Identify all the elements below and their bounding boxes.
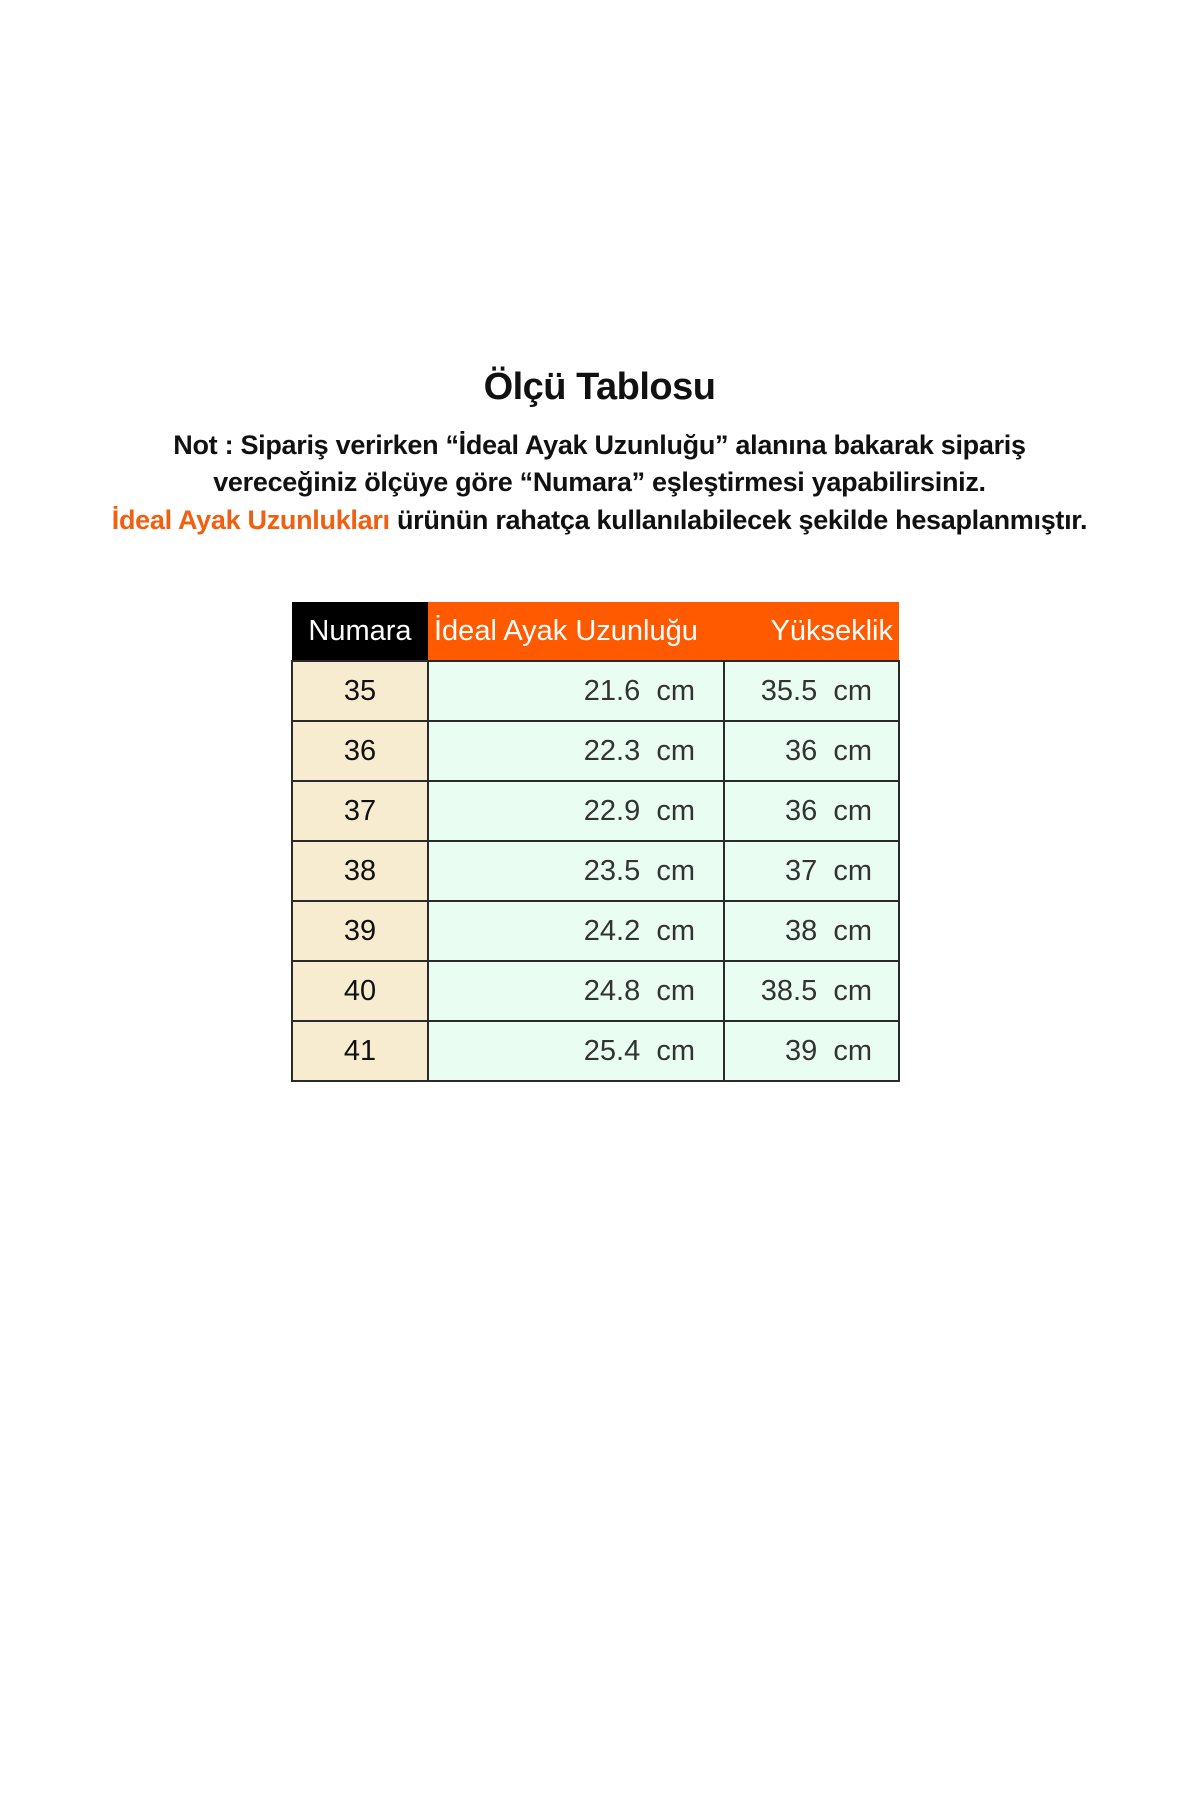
table-row: 40 24.8 cm 38.5 cm [291, 960, 900, 1022]
size-cell: 40 [291, 960, 429, 1022]
height-cell: 36 cm [723, 780, 900, 842]
table-header-row: Numara İdeal Ayak Uzunluğu Yükseklik [292, 602, 899, 661]
note-rest: ürünün rahatça kullanılabilecek şekilde … [389, 505, 1088, 535]
header-numara: Numara [292, 602, 428, 661]
ideal-length-cell: 24.2 cm [427, 900, 725, 962]
note-line-2: vereceğiniz ölçüye göre “Numara” eşleşti… [213, 467, 986, 497]
size-cell: 38 [291, 840, 429, 902]
header-ideal-length: İdeal Ayak Uzunluğu [428, 602, 724, 661]
size-cell: 35 [291, 660, 429, 722]
size-table: Numara İdeal Ayak Uzunluğu Yükseklik 35 2… [291, 602, 900, 1082]
ideal-length-cell: 22.3 cm [427, 720, 725, 782]
height-cell: 37 cm [723, 840, 900, 902]
note-highlight: İdeal Ayak Uzunlukları [111, 505, 390, 535]
header-height: Yükseklik [724, 602, 899, 661]
table-row: 35 21.6 cm 35.5 cm [291, 660, 900, 722]
table-row: 39 24.2 cm 38 cm [291, 900, 900, 962]
ideal-length-cell: 25.4 cm [427, 1020, 725, 1082]
height-cell: 36 cm [723, 720, 900, 782]
table-row: 36 22.3 cm 36 cm [291, 720, 900, 782]
height-cell: 35.5 cm [723, 660, 900, 722]
size-cell: 36 [291, 720, 429, 782]
ideal-length-cell: 23.5 cm [427, 840, 725, 902]
size-cell: 39 [291, 900, 429, 962]
height-cell: 39 cm [723, 1020, 900, 1082]
note-line-1: Not : Sipariş verirken “İdeal Ayak Uzunl… [173, 430, 1026, 460]
page-title: Ölçü Tablosu [483, 366, 716, 408]
note-line-3: İdeal Ayak Uzunlukları ürünün rahatça ku… [0, 505, 1199, 536]
ideal-length-cell: 22.9 cm [427, 780, 725, 842]
table-row: 38 23.5 cm 37 cm [291, 840, 900, 902]
table-row: 37 22.9 cm 36 cm [291, 780, 900, 842]
ideal-length-cell: 24.8 cm [427, 960, 725, 1022]
size-cell: 41 [291, 1020, 429, 1082]
table-row: 41 25.4 cm 39 cm [291, 1020, 900, 1082]
ideal-length-cell: 21.6 cm [427, 660, 725, 722]
size-cell: 37 [291, 780, 429, 842]
height-cell: 38.5 cm [723, 960, 900, 1022]
height-cell: 38 cm [723, 900, 900, 962]
